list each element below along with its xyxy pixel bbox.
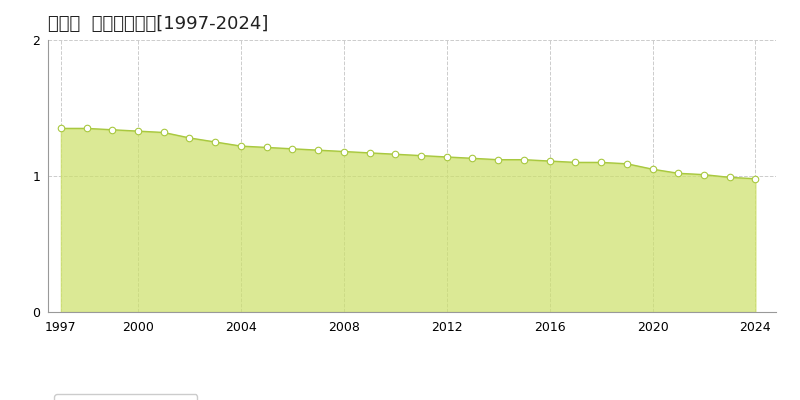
Legend: 基準地価 平均坪単価(万円/坪): 基準地価 平均坪単価(万円/坪) [54,394,198,400]
Point [492,156,505,163]
Point [518,156,530,163]
Point [698,172,710,178]
Point [389,151,402,158]
Point [440,154,453,160]
Point [183,135,196,141]
Point [80,125,93,132]
Point [672,170,685,176]
Point [338,148,350,155]
Point [569,159,582,166]
Point [749,176,762,182]
Text: 昭和村  基準地価推移[1997-2024]: 昭和村 基準地価推移[1997-2024] [48,15,268,33]
Point [286,146,298,152]
Point [158,129,170,136]
Point [234,143,247,149]
Point [260,144,273,151]
Point [54,125,67,132]
Point [106,126,118,133]
Point [414,152,427,159]
Point [132,128,145,134]
Point [620,160,633,167]
Point [646,166,659,172]
Point [466,155,479,162]
Point [312,147,325,153]
Point [209,139,222,145]
Point [543,158,556,164]
Point [594,159,607,166]
Point [723,174,736,180]
Point [363,150,376,156]
